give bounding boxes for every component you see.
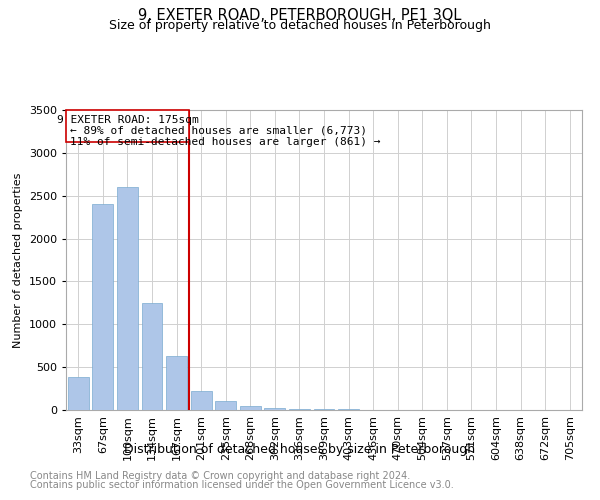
Text: 9, EXETER ROAD, PETERBOROUGH, PE1 3QL: 9, EXETER ROAD, PETERBOROUGH, PE1 3QL [139, 8, 461, 22]
Bar [215, 402, 236, 410]
Y-axis label: Number of detached properties: Number of detached properties [13, 172, 23, 348]
Text: Size of property relative to detached houses in Peterborough: Size of property relative to detached ho… [109, 18, 491, 32]
Bar [191, 391, 212, 410]
Bar [265, 408, 286, 410]
Bar [68, 376, 89, 410]
Bar [142, 303, 163, 410]
Bar [117, 187, 138, 410]
Bar [314, 409, 334, 410]
Bar [92, 204, 113, 410]
Bar [289, 408, 310, 410]
Text: Distribution of detached houses by size in Peterborough: Distribution of detached houses by size … [124, 442, 476, 456]
Text: 9 EXETER ROAD: 175sqm: 9 EXETER ROAD: 175sqm [56, 115, 199, 125]
Bar [240, 406, 261, 410]
Text: 11% of semi-detached houses are larger (861) →: 11% of semi-detached houses are larger (… [70, 136, 380, 146]
Text: Contains HM Land Registry data © Crown copyright and database right 2024.: Contains HM Land Registry data © Crown c… [30, 471, 410, 481]
FancyBboxPatch shape [66, 110, 189, 142]
Bar [166, 356, 187, 410]
Text: Contains public sector information licensed under the Open Government Licence v3: Contains public sector information licen… [30, 480, 454, 490]
Text: ← 89% of detached houses are smaller (6,773): ← 89% of detached houses are smaller (6,… [70, 126, 367, 136]
